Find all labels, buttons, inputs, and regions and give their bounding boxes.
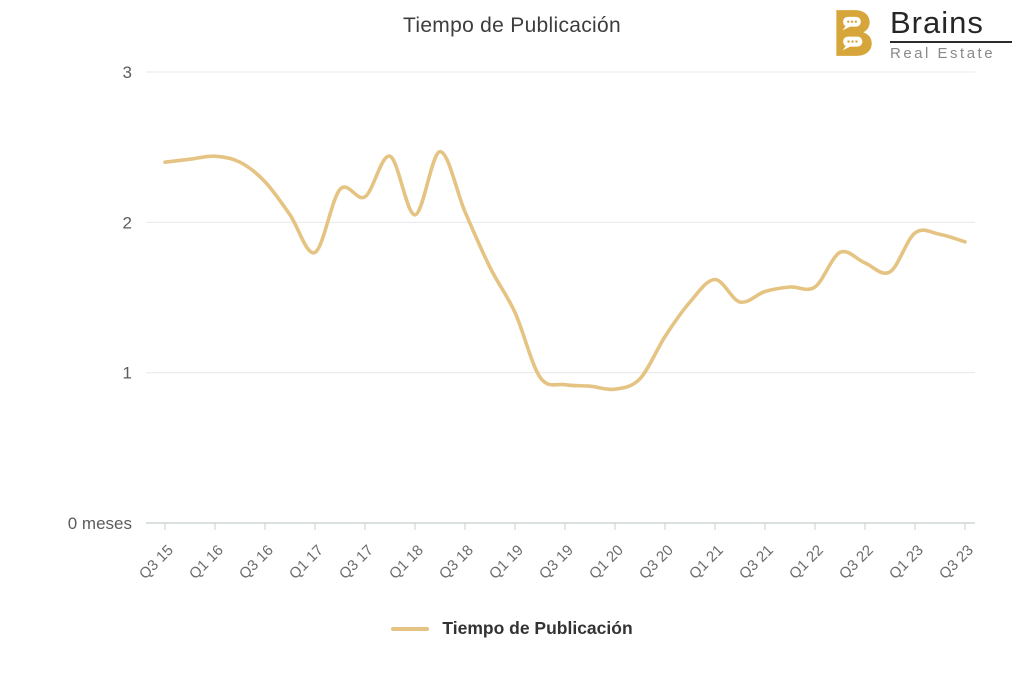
- series-line: [163, 149, 967, 392]
- brand-underline: [890, 41, 1012, 43]
- legend[interactable]: Tiempo de Publicación: [0, 618, 1024, 639]
- legend-line-swatch: [391, 626, 430, 631]
- x-axis-label: Q3 16: [236, 542, 277, 583]
- x-axis-label: Q1 23: [886, 542, 927, 583]
- x-axis-label: Q1 19: [486, 542, 527, 583]
- chart-title: Tiempo de Publicación: [403, 14, 621, 37]
- speech-bubble-top: [842, 16, 861, 31]
- x-axis-label: Q3 23: [936, 542, 977, 583]
- brand-logo: Brains Real Estate: [828, 6, 1012, 62]
- x-axis-label: Q1 16: [186, 542, 227, 583]
- y-axis-label: 1: [123, 364, 132, 383]
- y-axis-label: 2: [123, 213, 132, 232]
- y-axis-label: 0 meses: [68, 514, 132, 533]
- y-axis-label: 3: [123, 63, 132, 82]
- x-axis-label: Q3 21: [736, 542, 777, 583]
- brains-logo-icon: [836, 10, 872, 56]
- x-axis-label: Q3 19: [536, 542, 577, 583]
- legend-label: Tiempo de Publicación: [442, 618, 633, 638]
- x-axis-label: Q1 18: [386, 542, 427, 583]
- x-axis-label: Q1 22: [786, 542, 827, 583]
- x-axis-label: Q3 22: [836, 542, 877, 583]
- x-axis-label: Q1 20: [586, 542, 627, 583]
- x-axis-label: Q1 17: [286, 542, 327, 583]
- brand-text: Brains Real Estate: [890, 6, 1012, 62]
- speech-bubble-bottom: [842, 36, 863, 51]
- brand-name: Brains: [890, 5, 984, 40]
- x-axis-label: Q3 20: [636, 542, 677, 583]
- brand-subtitle: Real Estate: [890, 45, 996, 62]
- x-axis-label: Q3 18: [436, 542, 477, 583]
- x-axis-label: Q1 21: [686, 542, 727, 583]
- x-axis-label: Q3 15: [136, 542, 177, 583]
- x-axis-label: Q3 17: [336, 542, 377, 583]
